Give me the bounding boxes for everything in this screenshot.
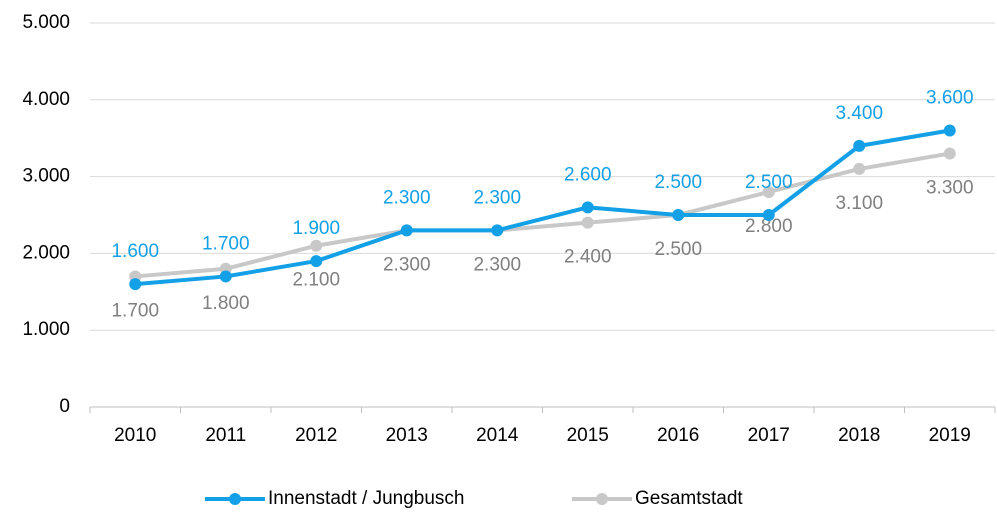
y-tick-label: 5.000 xyxy=(22,12,70,33)
x-tick-label: 2010 xyxy=(114,425,156,446)
x-tick-label: 2012 xyxy=(295,425,337,446)
y-tick-label: 2.000 xyxy=(22,242,70,263)
y-tick-label: 3.000 xyxy=(22,166,70,187)
point xyxy=(762,209,775,221)
legend-label: Gesamtstadt xyxy=(635,488,743,509)
data-label: 1.800 xyxy=(202,293,250,314)
x-tick-label: 2011 xyxy=(205,425,246,446)
point xyxy=(129,278,142,291)
data-label: 2.500 xyxy=(654,172,702,193)
data-label: 2.500 xyxy=(654,239,702,260)
point xyxy=(943,147,956,160)
data-label: 3.300 xyxy=(926,178,974,199)
data-label: 2.300 xyxy=(473,187,521,208)
y-tick-label: 4.000 xyxy=(22,89,70,110)
data-label: 2.300 xyxy=(383,254,431,275)
data-label: 2.800 xyxy=(745,216,793,237)
point xyxy=(581,201,594,214)
point xyxy=(581,216,594,229)
data-label: 2.400 xyxy=(564,247,612,268)
legend-marker xyxy=(229,493,241,505)
point xyxy=(310,255,323,268)
point xyxy=(853,139,866,152)
data-label: 3.100 xyxy=(835,193,883,214)
point xyxy=(310,239,323,252)
data-label: 3.600 xyxy=(926,88,974,109)
x-tick-label: 2017 xyxy=(748,425,790,446)
data-label: 2.300 xyxy=(473,254,521,275)
point xyxy=(400,224,413,237)
series-line xyxy=(135,128,951,287)
data-label: 1.700 xyxy=(202,233,250,254)
y-tick-label: 1.000 xyxy=(22,319,70,340)
x-tick-label: 2018 xyxy=(838,425,880,446)
x-tick-label: 2016 xyxy=(657,425,699,446)
point xyxy=(853,162,866,175)
legend-label: Innenstadt / Jungbusch xyxy=(268,488,464,509)
data-label: 1.900 xyxy=(292,218,340,239)
x-tick-label: 2013 xyxy=(386,425,428,446)
data-label: 1.600 xyxy=(111,241,159,262)
data-label: 2.300 xyxy=(383,187,431,208)
x-tick-label: 2019 xyxy=(929,425,971,446)
data-label: 3.400 xyxy=(835,103,883,124)
point xyxy=(762,185,775,198)
data-label: 2.100 xyxy=(292,270,340,291)
y-tick-label: 0 xyxy=(59,396,70,417)
point xyxy=(219,270,232,283)
legend-marker xyxy=(596,493,608,505)
data-label: 2.500 xyxy=(745,172,793,193)
x-tick-label: 2014 xyxy=(476,425,519,446)
point xyxy=(672,209,685,221)
data-label: 2.600 xyxy=(564,164,612,185)
point xyxy=(943,124,956,137)
x-tick-label: 2015 xyxy=(567,425,609,446)
point xyxy=(491,224,504,237)
data-label: 1.700 xyxy=(111,300,159,321)
